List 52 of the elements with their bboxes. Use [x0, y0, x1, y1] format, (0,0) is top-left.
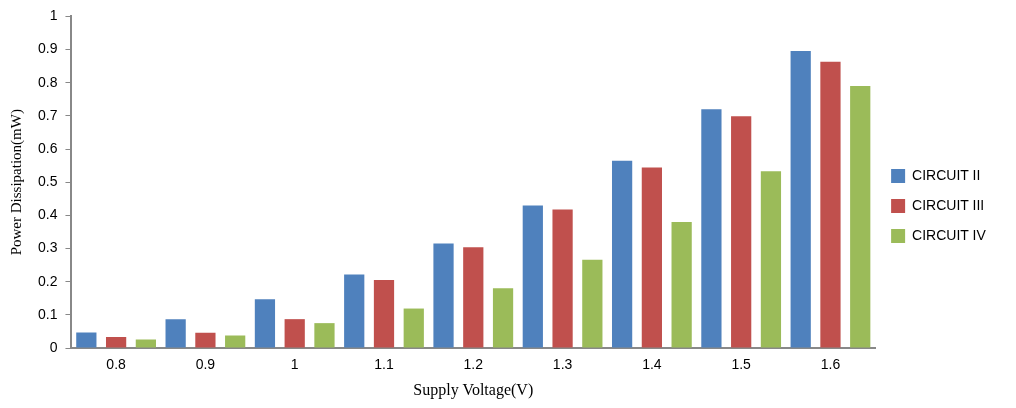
bar — [582, 259, 603, 348]
bar — [76, 332, 97, 348]
x-tick-label: 0.8 — [106, 356, 127, 373]
legend-label: CIRCUIT III — [912, 196, 985, 213]
bar — [701, 109, 722, 348]
x-axis-title: Supply Voltage(V) — [413, 380, 534, 399]
y-tick-label: 0.9 — [37, 40, 58, 57]
y-tick-label: 0.2 — [37, 272, 58, 289]
bar — [373, 280, 395, 348]
bar — [790, 50, 811, 348]
y-tick-label: 1 — [49, 7, 58, 24]
bar — [105, 337, 127, 348]
y-tick-label: 0.3 — [37, 239, 58, 256]
bar — [284, 319, 305, 348]
y-tick-label: 0.6 — [37, 139, 58, 156]
bar — [641, 167, 662, 348]
x-tick-label: 1.5 — [731, 356, 752, 373]
y-tick-label: 0.4 — [37, 206, 58, 223]
y-axis-title: Power Dissipation(mW) — [7, 109, 25, 256]
y-tick-label: 0.5 — [37, 173, 58, 190]
bar — [344, 274, 365, 348]
y-tick-label: 0.8 — [37, 73, 58, 90]
bar — [225, 335, 246, 348]
bar — [463, 247, 484, 348]
x-tick-label: 1.3 — [552, 356, 573, 373]
x-tick-label: 1.6 — [820, 356, 841, 373]
bar — [552, 209, 573, 348]
x-tick-label: 1.1 — [374, 356, 394, 373]
y-tick-label: 0.1 — [37, 305, 58, 322]
bar — [820, 61, 841, 348]
bar — [522, 205, 543, 348]
bar — [135, 339, 156, 348]
y-tick-label: 0.7 — [37, 106, 58, 123]
bar — [403, 308, 424, 348]
bar — [433, 243, 454, 348]
y-tick-label: 0 — [49, 338, 58, 355]
bar — [165, 319, 186, 348]
x-tick-label: 0.9 — [195, 356, 216, 373]
bar — [195, 332, 216, 348]
bar — [760, 171, 782, 348]
x-tick-label: 1 — [290, 356, 299, 373]
x-tick-label: 1.4 — [642, 356, 662, 373]
x-tick-label: 1.2 — [463, 356, 484, 373]
bar — [314, 323, 335, 348]
bar — [850, 86, 871, 348]
legend-label: CIRCUIT IV — [912, 226, 987, 243]
bar — [611, 160, 633, 348]
bar — [671, 221, 692, 348]
bar — [254, 299, 276, 348]
bar — [731, 116, 752, 348]
bar — [492, 288, 514, 348]
legend-label: CIRCUIT II — [912, 166, 981, 183]
